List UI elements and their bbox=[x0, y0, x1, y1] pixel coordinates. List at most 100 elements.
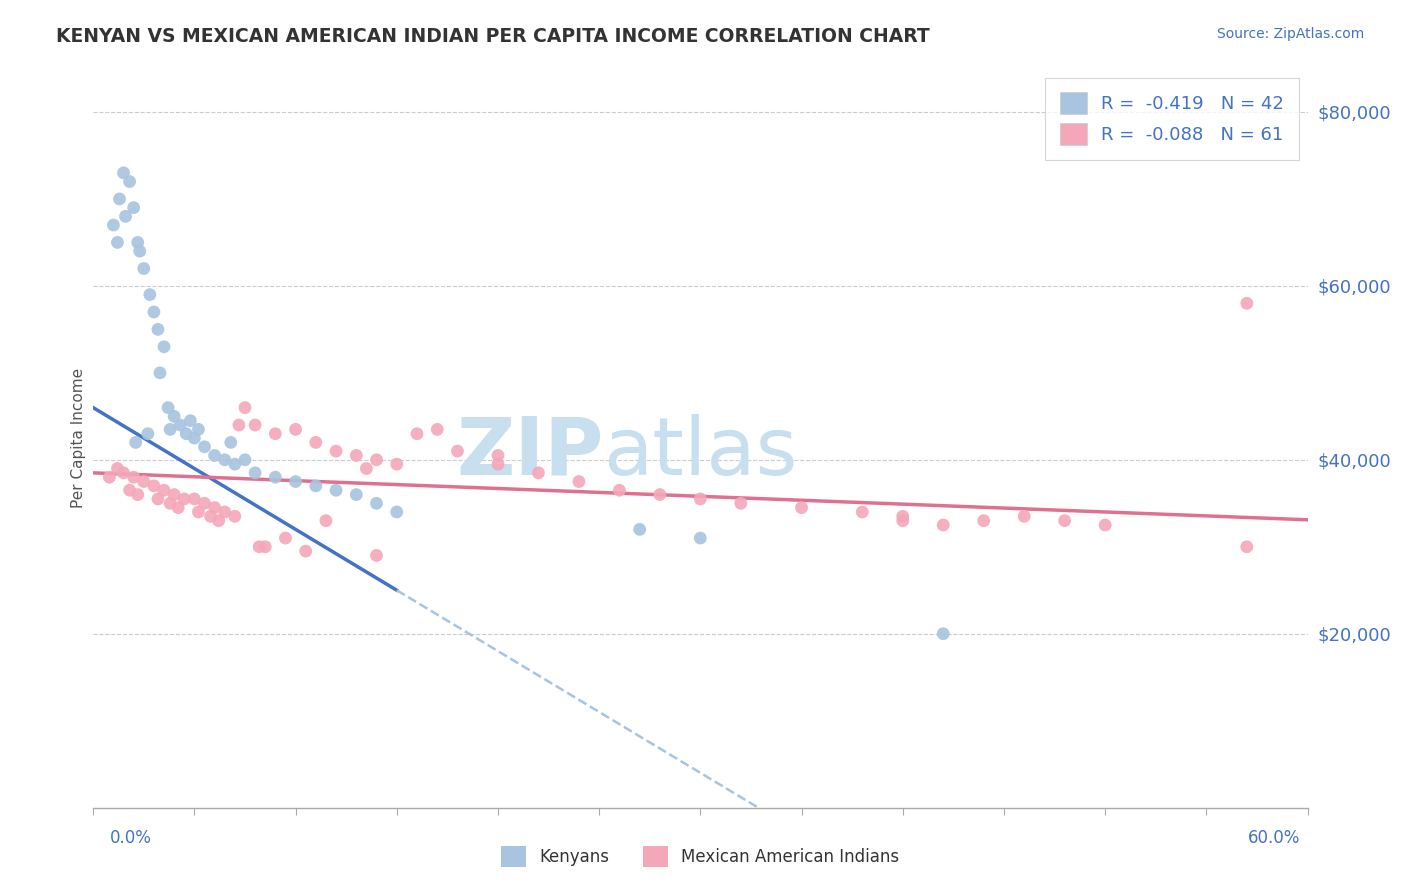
Point bbox=[1236, 540, 1258, 554]
Point bbox=[122, 201, 145, 215]
Point bbox=[112, 466, 135, 480]
Point bbox=[146, 322, 169, 336]
Point bbox=[98, 470, 121, 484]
Point bbox=[208, 514, 231, 528]
Point bbox=[932, 626, 955, 640]
Point bbox=[136, 426, 159, 441]
Point bbox=[315, 514, 337, 528]
Point bbox=[689, 491, 711, 506]
Point bbox=[243, 417, 266, 432]
Point bbox=[128, 244, 150, 259]
Point bbox=[200, 509, 222, 524]
Point bbox=[609, 483, 631, 498]
Point bbox=[366, 549, 388, 563]
Point bbox=[932, 518, 955, 533]
Text: ZIP: ZIP bbox=[456, 414, 603, 491]
Point bbox=[284, 422, 307, 436]
Point bbox=[193, 496, 215, 510]
Point bbox=[142, 305, 165, 319]
Point bbox=[174, 426, 197, 441]
Point bbox=[153, 340, 176, 354]
Text: KENYAN VS MEXICAN AMERICAN INDIAN PER CAPITA INCOME CORRELATION CHART: KENYAN VS MEXICAN AMERICAN INDIAN PER CA… bbox=[56, 27, 929, 45]
Point bbox=[114, 210, 136, 224]
Point bbox=[385, 457, 408, 471]
Text: 0.0%: 0.0% bbox=[110, 829, 152, 847]
Point bbox=[125, 435, 148, 450]
Point bbox=[204, 500, 226, 515]
Y-axis label: Per Capita Income: Per Capita Income bbox=[72, 368, 86, 508]
Point bbox=[108, 192, 131, 206]
Point bbox=[406, 426, 429, 441]
Point bbox=[224, 457, 246, 471]
Point bbox=[224, 509, 246, 524]
Point bbox=[183, 491, 205, 506]
Text: 60.0%: 60.0% bbox=[1249, 829, 1301, 847]
Point bbox=[179, 414, 201, 428]
Point bbox=[149, 366, 172, 380]
Point bbox=[228, 417, 250, 432]
Point bbox=[214, 452, 236, 467]
Point bbox=[344, 449, 367, 463]
Point bbox=[628, 522, 651, 536]
Point bbox=[305, 435, 328, 450]
Point bbox=[167, 500, 190, 515]
Point bbox=[790, 500, 813, 515]
Point bbox=[103, 218, 125, 232]
Point bbox=[193, 440, 215, 454]
Point bbox=[107, 235, 129, 250]
Point bbox=[233, 401, 256, 415]
Point bbox=[233, 452, 256, 467]
Point bbox=[366, 452, 388, 467]
Point bbox=[254, 540, 277, 554]
Point bbox=[112, 166, 135, 180]
Point bbox=[132, 475, 155, 489]
Point bbox=[163, 487, 186, 501]
Point bbox=[305, 479, 328, 493]
Point bbox=[214, 505, 236, 519]
Point bbox=[127, 487, 149, 501]
Point bbox=[973, 514, 995, 528]
Point bbox=[243, 466, 266, 480]
Point bbox=[107, 461, 129, 475]
Point bbox=[219, 435, 242, 450]
Point bbox=[153, 483, 176, 498]
Point bbox=[730, 496, 752, 510]
Point bbox=[118, 483, 141, 498]
Point bbox=[1236, 296, 1258, 310]
Point bbox=[132, 261, 155, 276]
Point bbox=[689, 531, 711, 545]
Point bbox=[173, 491, 195, 506]
Point bbox=[446, 444, 468, 458]
Point bbox=[127, 235, 149, 250]
Point bbox=[568, 475, 591, 489]
Point bbox=[385, 505, 408, 519]
Point bbox=[325, 444, 347, 458]
Point bbox=[891, 514, 914, 528]
Legend: R =  -0.419   N = 42, R =  -0.088   N = 61: R = -0.419 N = 42, R = -0.088 N = 61 bbox=[1045, 78, 1299, 160]
Point bbox=[183, 431, 205, 445]
Point bbox=[1053, 514, 1076, 528]
Point bbox=[1094, 518, 1116, 533]
Point bbox=[146, 491, 169, 506]
Point bbox=[527, 466, 550, 480]
Point bbox=[294, 544, 316, 558]
Point bbox=[486, 457, 509, 471]
Point bbox=[1012, 509, 1035, 524]
Text: Source: ZipAtlas.com: Source: ZipAtlas.com bbox=[1216, 27, 1364, 41]
Point bbox=[264, 426, 287, 441]
Point bbox=[157, 401, 180, 415]
Point bbox=[187, 505, 209, 519]
Point bbox=[118, 175, 141, 189]
Text: atlas: atlas bbox=[603, 414, 797, 491]
Point bbox=[325, 483, 347, 498]
Point bbox=[264, 470, 287, 484]
Point bbox=[891, 509, 914, 524]
Point bbox=[851, 505, 873, 519]
Point bbox=[344, 487, 367, 501]
Point bbox=[366, 496, 388, 510]
Point bbox=[187, 422, 209, 436]
Point bbox=[284, 475, 307, 489]
Point bbox=[142, 479, 165, 493]
Point bbox=[356, 461, 378, 475]
Point bbox=[274, 531, 297, 545]
